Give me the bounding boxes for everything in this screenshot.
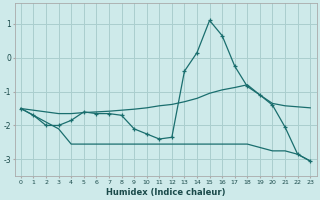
X-axis label: Humidex (Indice chaleur): Humidex (Indice chaleur) [106, 188, 225, 197]
